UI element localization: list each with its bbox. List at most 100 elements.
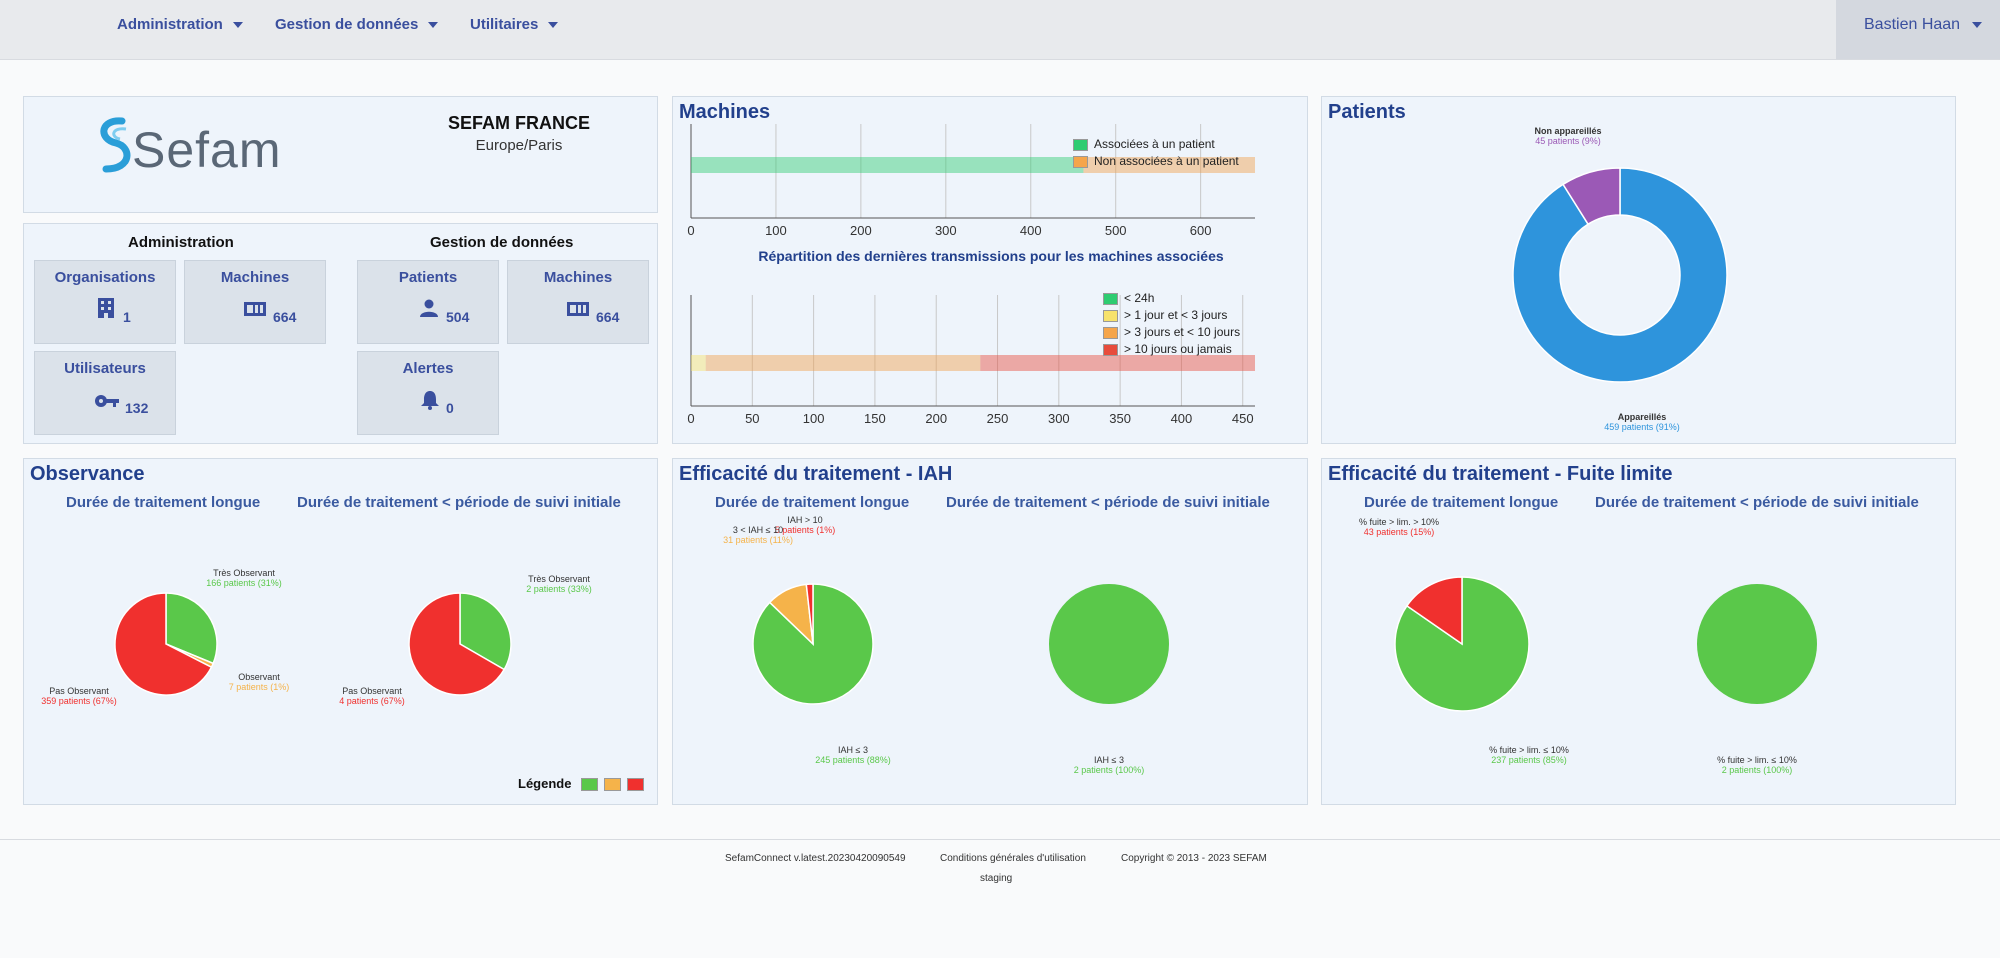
observance-right-subtitle: Durée de traitement < période de suivi i… bbox=[297, 494, 621, 511]
bar-segment bbox=[705, 355, 981, 371]
pie-slice bbox=[459, 592, 512, 671]
label-pas-observant-long: Pas Observant 359 patients (67%) bbox=[24, 686, 134, 706]
x-tick-label: 200 bbox=[850, 223, 872, 238]
nav-administration[interactable]: Administration bbox=[117, 16, 243, 33]
patients-donut-chart bbox=[1512, 167, 1728, 383]
observance-title: Observance bbox=[30, 463, 145, 485]
label-title: Très Observant bbox=[213, 568, 275, 578]
nav-gestion-label: Gestion de données bbox=[275, 16, 419, 33]
pie-slice bbox=[805, 583, 814, 645]
iah-right-subtitle: Durée de traitement < période de suivi i… bbox=[946, 494, 1270, 511]
x-tick-label: 250 bbox=[987, 411, 1009, 426]
legend-label: > 1 jour et < 3 jours bbox=[1124, 308, 1228, 322]
legend-associated: Associées à un patient bbox=[1073, 137, 1215, 151]
legend-1-3-days: > 1 jour et < 3 jours bbox=[1103, 308, 1227, 322]
tile-utilisateurs[interactable]: Utilisateurs 132 bbox=[34, 351, 176, 435]
pie-slice bbox=[1394, 576, 1530, 712]
iah-panel: Efficacité du traitement - IAH Durée de … bbox=[672, 458, 1308, 805]
user-menu-toggle[interactable]: Bastien Haan bbox=[1864, 16, 1983, 34]
label-title: % fuite > lim. ≤ 10% bbox=[1489, 745, 1569, 755]
iah-short-pie bbox=[1049, 584, 1169, 704]
tile-label: Patients bbox=[398, 269, 458, 286]
pie-slice bbox=[1405, 576, 1463, 646]
x-tick-label: 150 bbox=[864, 411, 886, 426]
company-name: SEFAM FRANCE bbox=[447, 113, 590, 133]
legend-swatch-green bbox=[581, 778, 599, 792]
x-tick-label: 500 bbox=[1105, 223, 1127, 238]
x-tick-label: 300 bbox=[1048, 411, 1070, 426]
admin-heading: Administration bbox=[128, 234, 234, 251]
footer-env: staging bbox=[980, 873, 1013, 884]
tile-label: Machines bbox=[543, 269, 613, 286]
tile-value: 664 bbox=[596, 309, 620, 325]
nav-utilitaires[interactable]: Utilitaires bbox=[470, 16, 559, 33]
transmissions-bar-chart: 0 50 100 150 200 250 300 350 400 450 bbox=[687, 295, 1255, 426]
machines-title: Machines bbox=[679, 101, 771, 123]
pie-slice bbox=[408, 592, 506, 696]
logo-text: Sefam bbox=[132, 122, 282, 178]
stats-panel: Administration Gestion de données Organi… bbox=[23, 223, 658, 444]
legend-10-days: > 10 jours ou jamais bbox=[1103, 342, 1232, 356]
observance-short-pie bbox=[408, 592, 512, 696]
machine-icon bbox=[567, 302, 589, 316]
pie-slice bbox=[1512, 167, 1728, 383]
legend-swatch bbox=[1103, 309, 1118, 322]
label-title: Pas Observant bbox=[342, 686, 402, 696]
nav-utilitaires-label: Utilitaires bbox=[470, 16, 539, 33]
tile-machines-admin[interactable]: Machines 664 bbox=[184, 260, 326, 344]
tile-machines-data[interactable]: Machines 664 bbox=[507, 260, 649, 344]
x-tick-label: 100 bbox=[803, 411, 825, 426]
label-value: 245 patients (88%) bbox=[815, 755, 891, 765]
user-menu[interactable]: Bastien Haan bbox=[1836, 0, 2000, 59]
tile-alertes[interactable]: Alertes 0 bbox=[357, 351, 499, 435]
label-title: IAH > 10 bbox=[787, 515, 823, 525]
x-tick-label: 0 bbox=[687, 411, 694, 426]
label-observant-long: Observant 7 patients (1%) bbox=[209, 672, 309, 692]
nav-gestion-donnees[interactable]: Gestion de données bbox=[275, 16, 439, 33]
label-iah-3-10: 3 < IAH ≤ 10 31 patients (11%) bbox=[718, 525, 798, 545]
tile-organisations[interactable]: Organisations 1 bbox=[34, 260, 176, 344]
tile-patients[interactable]: Patients 504 bbox=[357, 260, 499, 344]
sefam-logo: Sefam bbox=[90, 111, 320, 181]
x-tick-label: 350 bbox=[1109, 411, 1131, 426]
x-tick-label: 50 bbox=[745, 411, 759, 426]
company-timezone: Europe/Paris bbox=[475, 137, 563, 154]
fuite-right-subtitle: Durée de traitement < période de suivi i… bbox=[1595, 494, 1919, 511]
x-tick-label: 300 bbox=[935, 223, 957, 238]
footer-terms-link[interactable]: Conditions générales d'utilisation bbox=[940, 853, 1086, 864]
label-title: 3 < IAH ≤ 10 bbox=[732, 525, 784, 535]
patients-title: Patients bbox=[1328, 101, 1406, 123]
pie-slice bbox=[1562, 167, 1621, 226]
label-title: Observant bbox=[238, 672, 280, 682]
x-tick-label: 600 bbox=[1190, 223, 1212, 238]
key-icon bbox=[95, 395, 119, 407]
x-tick-label: 100 bbox=[765, 223, 787, 238]
chevron-down-icon bbox=[548, 22, 559, 29]
label-title: Très Observant bbox=[528, 574, 590, 584]
label-value: 459 patients (91%) bbox=[1604, 422, 1680, 432]
fuite-short-pie bbox=[1697, 584, 1817, 704]
tile-value: 132 bbox=[125, 400, 149, 416]
tile-label: Utilisateurs bbox=[64, 360, 146, 377]
footer-version: SefamConnect v.latest.20230420090549 bbox=[725, 853, 906, 864]
legend-3-10-days: > 3 jours et < 10 jours bbox=[1103, 325, 1240, 339]
label-iah-gt10: IAH > 10 5 patients (1%) bbox=[765, 515, 845, 535]
label-value: 2 patients (100%) bbox=[1073, 765, 1145, 775]
label-iah-le3-long: IAH ≤ 3 245 patients (88%) bbox=[803, 745, 903, 765]
legend-swatch bbox=[1103, 326, 1118, 339]
pie-slice bbox=[165, 592, 218, 665]
label-value: 2 patients (33%) bbox=[526, 584, 592, 594]
label-fuite-le10-short: % fuite > lim. ≤ 10% 2 patients (100%) bbox=[1702, 755, 1812, 775]
bar-segment bbox=[1083, 157, 1255, 173]
legend-label: < 24h bbox=[1124, 291, 1155, 305]
tile-label: Alertes bbox=[402, 360, 454, 377]
label-value: 31 patients (11%) bbox=[723, 535, 793, 545]
fuite-title: Efficacité du traitement - Fuite limite bbox=[1328, 463, 1673, 485]
observance-legend[interactable]: Légende bbox=[518, 776, 650, 792]
label-value: 7 patients (1%) bbox=[228, 682, 290, 692]
building-icon bbox=[98, 298, 114, 318]
label-value: 45 patients (9%) bbox=[1535, 136, 1601, 146]
user-icon bbox=[420, 299, 438, 317]
label-title: % fuite > lim. ≤ 10% bbox=[1717, 755, 1797, 765]
label-value: 5 patients (1%) bbox=[774, 525, 836, 535]
